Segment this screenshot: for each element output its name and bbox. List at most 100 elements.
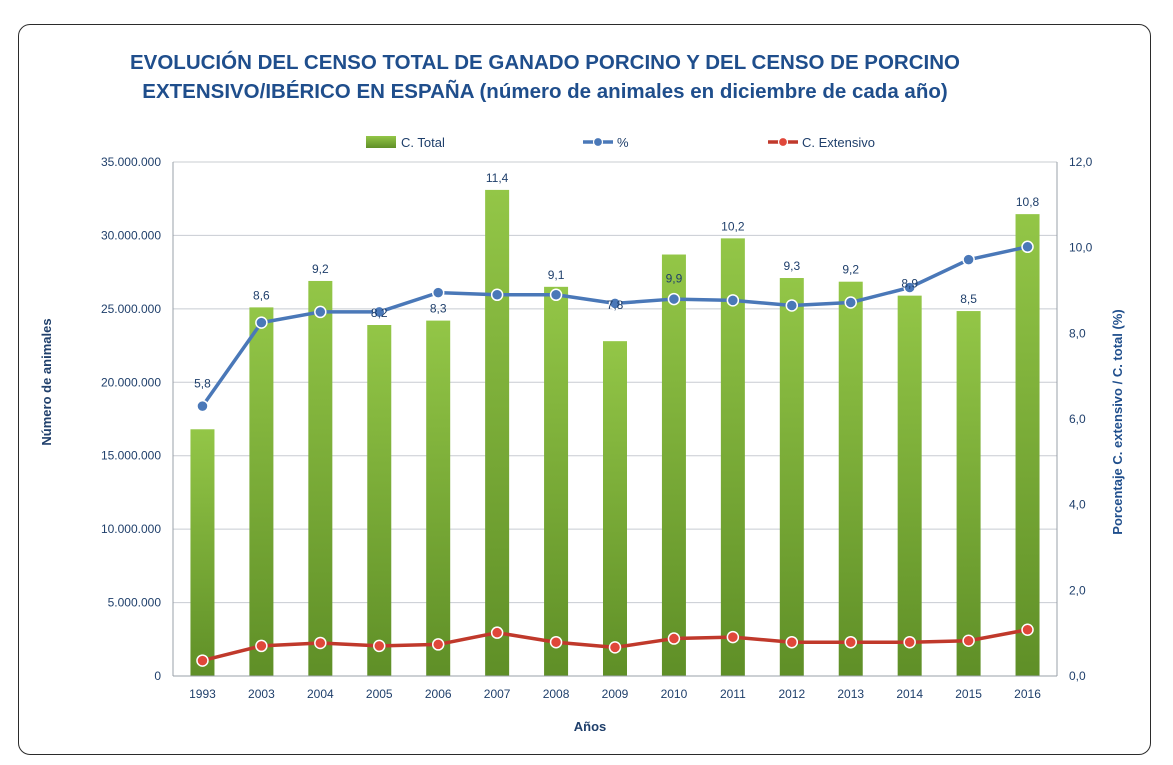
y-axis-title: Número de animales (39, 318, 54, 445)
x-tick-label: 2010 (661, 687, 688, 701)
chart-title: EVOLUCIÓN DEL CENSO TOTAL DE GANADO PORC… (0, 48, 1090, 106)
point-percent (726, 294, 740, 307)
data-label: 9,1 (548, 268, 565, 282)
bar-c-total (544, 286, 569, 676)
data-label: 8,3 (430, 302, 447, 316)
y-tick-label: 30.000.000 (101, 228, 161, 242)
point-percent (785, 299, 799, 312)
y2-tick-label: 8,0 (1069, 326, 1086, 340)
data-label: 8,6 (253, 288, 270, 302)
bar-c-total (897, 295, 922, 676)
point-percent (903, 281, 916, 294)
y2-tick-label: 0,0 (1069, 669, 1086, 683)
point-c-extensivo (314, 636, 327, 650)
y-tick-label: 20.000.000 (101, 375, 161, 389)
point-c-extensivo (608, 641, 622, 654)
x-tick-label: 2008 (543, 687, 570, 701)
legend-label-c-total: C. Total (401, 135, 445, 150)
point-percent (196, 399, 209, 413)
data-label: 9,3 (783, 259, 800, 273)
data-label: 9,2 (842, 263, 859, 277)
y-tick-label: 0 (154, 669, 161, 683)
legend-marker-c-extensivo (777, 136, 789, 148)
data-label: 8,9 (901, 277, 918, 291)
y-tick-label: 25.000.000 (101, 302, 161, 316)
bar-c-total (1015, 214, 1040, 677)
data-label: 8,2 (371, 306, 388, 320)
x-tick-label: 2004 (307, 687, 334, 701)
x-tick-label: 1993 (189, 687, 216, 701)
y2-axis-title: Porcentaje C. extensivo / C. total (%) (1110, 309, 1125, 534)
legend-swatch-c-total (366, 136, 396, 148)
data-label: 10,8 (1016, 195, 1040, 209)
data-label: 9,2 (312, 262, 329, 276)
point-c-extensivo (726, 630, 740, 644)
point-percent (608, 297, 622, 310)
bar-c-total (779, 278, 804, 676)
point-c-extensivo (1021, 623, 1034, 636)
point-percent (1021, 240, 1034, 254)
legend-label-c-extensivo: C. Extensivo (802, 135, 875, 150)
bar-c-total (956, 311, 981, 676)
data-label: 8,5 (960, 292, 977, 306)
data-label: 7,8 (607, 298, 624, 312)
bar-c-total (838, 281, 863, 676)
x-tick-label: 2011 (720, 687, 746, 701)
y2-tick-label: 12,0 (1069, 155, 1093, 169)
chart-title-line1: EVOLUCIÓN DEL CENSO TOTAL DE GANADO PORC… (130, 51, 960, 74)
x-tick-label: 2013 (837, 687, 864, 701)
y-tick-label: 15.000.000 (101, 449, 161, 463)
y2-tick-label: 6,0 (1069, 412, 1086, 426)
x-tick-label: 2012 (778, 687, 805, 701)
point-percent (844, 296, 857, 309)
y2-tick-label: 2,0 (1069, 583, 1086, 597)
point-percent (255, 316, 268, 329)
point-percent (431, 286, 445, 299)
bar-c-total (190, 429, 215, 676)
chart-title-line2: EXTENSIVO/IBÉRICO EN ESPAÑA (número de a… (142, 80, 948, 103)
point-percent (549, 288, 563, 302)
bar-c-total (308, 280, 333, 676)
x-tick-label: 2016 (1014, 687, 1041, 701)
point-c-extensivo (490, 626, 504, 639)
y2-tick-label: 4,0 (1069, 498, 1086, 512)
x-tick-label: 2007 (484, 687, 511, 701)
point-percent (490, 288, 504, 302)
data-label: 5,8 (194, 376, 211, 390)
bar-c-total (720, 238, 745, 676)
y-tick-label: 35.000.000 (101, 155, 161, 169)
bar-c-total (603, 341, 627, 676)
x-tick-label: 2009 (602, 687, 629, 701)
point-c-extensivo (903, 635, 916, 649)
point-percent (962, 253, 975, 266)
legend-label-percent: % (617, 135, 629, 150)
x-tick-label: 2003 (248, 687, 275, 701)
point-c-extensivo (785, 635, 799, 649)
bar-c-total (661, 254, 686, 676)
bar-c-total (367, 325, 392, 676)
point-c-extensivo (255, 639, 268, 653)
legend-marker-percent (592, 136, 604, 148)
point-c-extensivo (196, 654, 209, 667)
bar-c-total (485, 189, 510, 676)
x-tick-label: 2014 (896, 687, 923, 701)
point-percent (314, 305, 327, 319)
x-axis-title: Años (574, 719, 607, 734)
point-c-extensivo (431, 638, 445, 651)
point-percent (373, 305, 386, 319)
data-label: 9,9 (666, 272, 683, 286)
data-label: 11,4 (486, 171, 509, 185)
y-tick-label: 10.000.000 (101, 522, 161, 536)
point-percent (667, 292, 681, 306)
point-c-extensivo (962, 634, 975, 648)
data-label: 10,2 (721, 219, 745, 233)
x-tick-label: 2006 (425, 687, 452, 701)
bar-c-total (426, 320, 451, 676)
point-c-extensivo (844, 635, 857, 649)
point-c-extensivo (549, 635, 563, 649)
y-tick-label: 5.000.000 (108, 596, 162, 610)
y2-tick-label: 10,0 (1069, 241, 1093, 255)
bar-c-total (249, 307, 274, 676)
x-tick-label: 2005 (366, 687, 393, 701)
